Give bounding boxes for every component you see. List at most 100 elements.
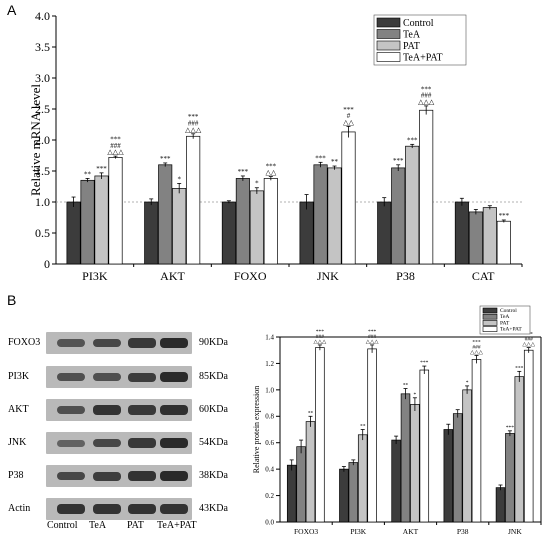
significance-label: *** bbox=[238, 168, 249, 176]
y-tick-label: 0.2 bbox=[265, 492, 274, 500]
blot-lane-label: TeA bbox=[89, 520, 107, 531]
bar bbox=[523, 349, 534, 523]
legend-label: TeA+PAT bbox=[500, 327, 522, 333]
significance-label: △△△ bbox=[418, 98, 435, 106]
blot-row-label: JNK bbox=[8, 437, 27, 448]
blot-kda-label: 54KDa bbox=[199, 437, 228, 448]
significance-label: △△△ bbox=[470, 350, 483, 356]
y-tick-label: 0.5 bbox=[35, 226, 50, 240]
significance-label: * bbox=[255, 180, 259, 188]
legend-label: Control bbox=[500, 308, 517, 314]
legend-label: PAT bbox=[500, 320, 510, 326]
significance-label: ** bbox=[308, 410, 314, 416]
blot-band bbox=[128, 438, 156, 448]
x-tick-label: PI3K bbox=[82, 269, 108, 283]
significance-label: *** bbox=[407, 136, 418, 144]
blot-band bbox=[93, 438, 121, 448]
blot-band bbox=[57, 373, 85, 381]
significance-label: *** bbox=[315, 154, 326, 162]
significance-label: *** bbox=[393, 157, 404, 165]
bar bbox=[341, 131, 356, 265]
blot-band bbox=[93, 405, 121, 415]
significance-label: △△△ bbox=[522, 342, 535, 348]
bar bbox=[305, 421, 316, 523]
blot-band bbox=[128, 504, 156, 514]
blot-strip bbox=[46, 332, 192, 354]
significance-label: △△ bbox=[343, 118, 354, 126]
legend-swatch bbox=[482, 320, 498, 326]
bar bbox=[263, 178, 278, 265]
blot-lane-label: Control bbox=[47, 520, 78, 531]
significance-label: ### bbox=[472, 345, 481, 351]
blot-strip bbox=[46, 498, 192, 520]
significance-label: ### bbox=[525, 337, 534, 343]
x-tick-label: P38 bbox=[457, 527, 469, 536]
blot-strip bbox=[46, 432, 192, 454]
significance-label: △△△ bbox=[314, 339, 327, 345]
blot-row-label: FOXO3 bbox=[8, 337, 41, 348]
blot-band bbox=[93, 338, 121, 348]
blot-strip bbox=[46, 366, 192, 388]
y-tick-label: 0.6 bbox=[265, 439, 274, 447]
bar bbox=[108, 157, 123, 265]
bar bbox=[391, 167, 406, 265]
bar bbox=[348, 462, 359, 523]
panel-label-b: B bbox=[7, 292, 17, 308]
x-tick-label: FOXO3 bbox=[294, 527, 318, 536]
bar bbox=[405, 145, 420, 265]
bar bbox=[454, 201, 469, 265]
bar bbox=[249, 190, 264, 265]
legend-swatch bbox=[376, 17, 401, 28]
y-tick-label: 1.0 bbox=[35, 195, 50, 209]
legend-swatch bbox=[376, 40, 401, 51]
y-tick-label: 1.2 bbox=[265, 360, 274, 368]
bar bbox=[172, 188, 187, 265]
bar bbox=[452, 413, 463, 523]
x-tick-label: PI3K bbox=[350, 527, 366, 536]
mrna-bar-chart: 0 0.5 1.0 1.5 2.0 2.5 3.0 3.5 4.0 Relative mRNA l… bbox=[28, 9, 523, 283]
bar bbox=[186, 135, 201, 265]
protein-bar-chart: 0.0 0.2 0.4 0.6 0.8 1.0 1.2 1.4 Relative protein… bbox=[252, 305, 542, 536]
blot-band bbox=[160, 405, 188, 415]
significance-label: *** bbox=[160, 155, 171, 163]
blot-band bbox=[160, 471, 188, 481]
x-tick-label: FOXO bbox=[234, 269, 267, 283]
bar bbox=[80, 179, 95, 265]
significance-label: *** bbox=[420, 360, 429, 366]
blot-band bbox=[128, 372, 156, 382]
y-tick-label: 3.5 bbox=[35, 40, 50, 54]
x-tick-label: P38 bbox=[396, 269, 415, 283]
bar bbox=[235, 178, 250, 265]
significance-label: *** bbox=[515, 365, 524, 371]
bar bbox=[327, 167, 342, 265]
blot-band bbox=[57, 439, 85, 447]
bar bbox=[315, 347, 325, 523]
significance-label: ### bbox=[368, 334, 377, 340]
blot-band bbox=[160, 372, 188, 382]
bar bbox=[495, 487, 506, 523]
significance-label: ** bbox=[84, 170, 92, 178]
blot-lane-label: PAT bbox=[127, 520, 144, 531]
bar bbox=[419, 369, 430, 523]
bar bbox=[313, 164, 328, 265]
significance-label: *** bbox=[499, 212, 510, 220]
y-tick-label: 0.0 bbox=[265, 518, 274, 526]
bar bbox=[400, 393, 411, 523]
blot-kda-label: 85KDa bbox=[199, 371, 228, 382]
bar bbox=[410, 404, 420, 523]
significance-label: * bbox=[466, 380, 469, 386]
blot-row-label: AKT bbox=[8, 404, 29, 415]
blot-band bbox=[128, 405, 156, 415]
legend-swatch bbox=[376, 29, 401, 39]
significance-label: * bbox=[414, 392, 417, 398]
bar bbox=[419, 109, 434, 265]
significance-label: *** bbox=[96, 165, 107, 173]
bar bbox=[471, 359, 482, 523]
bar bbox=[496, 220, 511, 265]
x-tick-label: JNK bbox=[508, 527, 522, 536]
blot-band bbox=[160, 338, 188, 348]
bar bbox=[299, 201, 314, 265]
y-tick-label: 3.0 bbox=[35, 71, 50, 85]
bar bbox=[391, 439, 401, 523]
